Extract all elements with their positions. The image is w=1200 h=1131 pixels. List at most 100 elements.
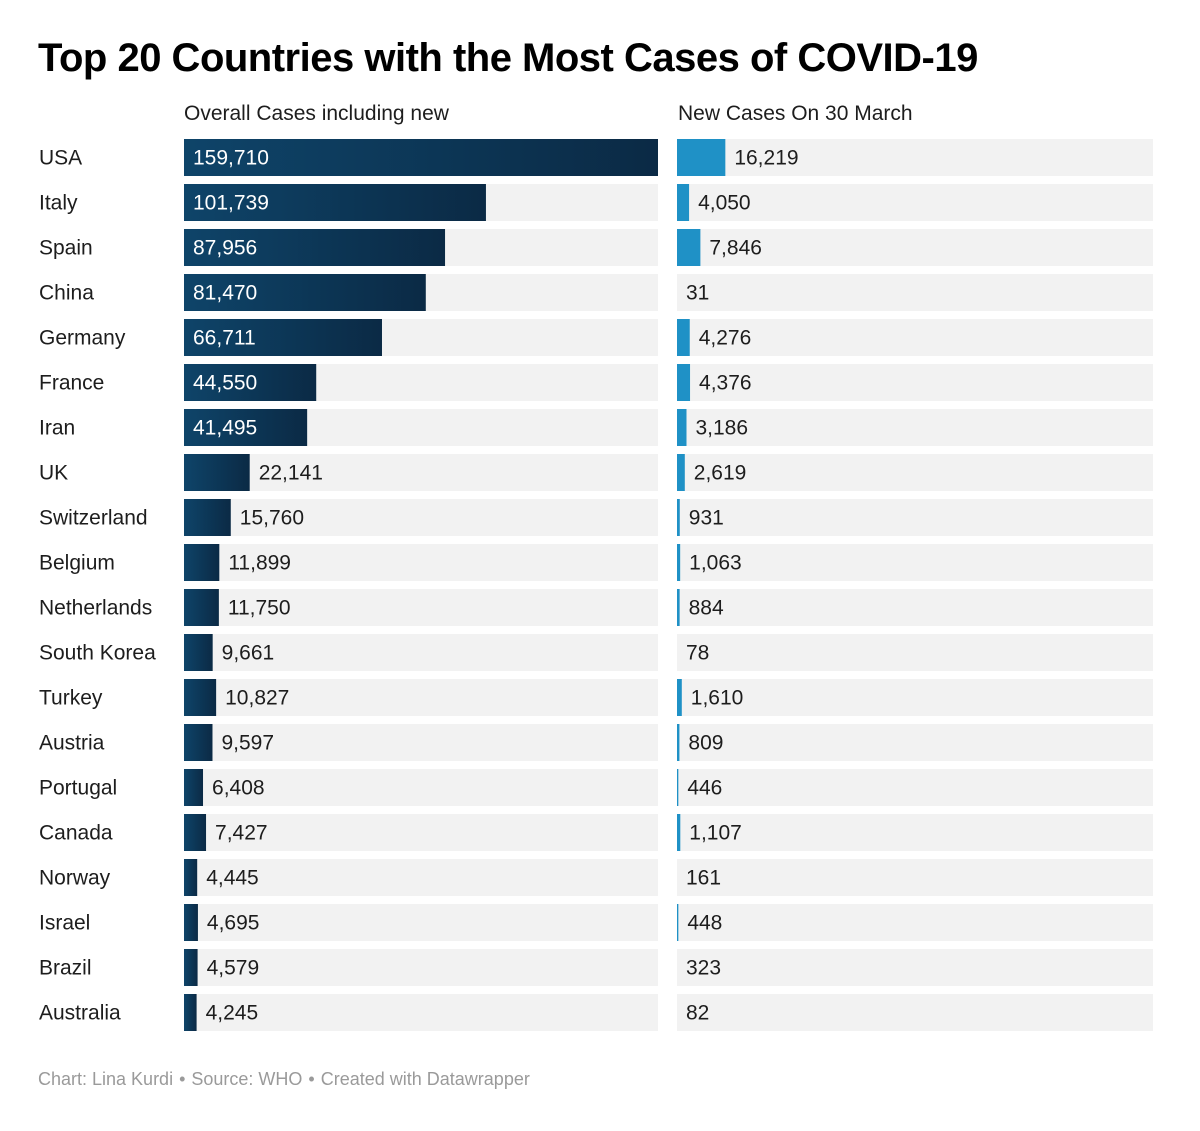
- footer-separator: •: [308, 1069, 315, 1089]
- overall-bar: [184, 859, 198, 896]
- overall-bar: [184, 229, 446, 266]
- country-label: Switzerland: [39, 507, 148, 530]
- overall-bar: [184, 499, 231, 536]
- overall-bar: [184, 409, 308, 446]
- new-bar-track: [677, 229, 1153, 266]
- new-value-label: 4,050: [698, 192, 751, 215]
- new-bar: [677, 409, 687, 446]
- new-bar: [677, 814, 681, 851]
- overall-bar-track: [184, 589, 658, 626]
- new-cases-column-header: New Cases On 30 March: [678, 102, 913, 125]
- new-bar: [677, 229, 701, 266]
- overall-value-label: 9,661: [222, 642, 275, 665]
- overall-value-label: 15,760: [240, 507, 304, 530]
- new-bar-track: [677, 589, 1153, 626]
- overall-value-label: 81,470: [193, 282, 257, 305]
- overall-value-label: 4,445: [206, 867, 259, 890]
- overall-bar: [184, 139, 658, 176]
- new-bar-track: [677, 184, 1153, 221]
- country-label: Netherlands: [39, 597, 152, 620]
- overall-value-label: 9,597: [221, 732, 274, 755]
- new-bar-track: [677, 724, 1153, 761]
- new-bar: [677, 724, 680, 761]
- new-bar: [677, 904, 679, 941]
- new-bar: [677, 139, 726, 176]
- new-bar: [677, 319, 690, 356]
- new-value-label: 161: [686, 867, 721, 890]
- new-bar-track: [677, 904, 1153, 941]
- new-bar-track: [677, 859, 1153, 896]
- country-label: Iran: [39, 417, 75, 440]
- new-bar: [677, 499, 680, 536]
- footer-source: Source: WHO: [191, 1069, 303, 1089]
- overall-value-label: 11,899: [228, 552, 291, 575]
- overall-bar: [184, 364, 317, 401]
- overall-bar-track: [184, 454, 658, 491]
- overall-bar: [184, 814, 207, 851]
- country-label: Australia: [39, 1002, 121, 1025]
- overall-bar: [184, 319, 382, 356]
- new-value-label: 323: [686, 957, 721, 980]
- overall-bar-track: [184, 859, 658, 896]
- overall-value-label: 10,827: [225, 687, 289, 710]
- overall-bar-track: [184, 499, 658, 536]
- country-label: China: [39, 282, 94, 305]
- new-bar-track: [677, 499, 1153, 536]
- overall-bar: [184, 454, 250, 491]
- overall-bar: [184, 904, 198, 941]
- overall-value-label: 22,141: [259, 462, 323, 485]
- new-bar: [677, 364, 691, 401]
- new-value-label: 1,107: [689, 822, 742, 845]
- country-label: Belgium: [39, 552, 115, 575]
- new-bar-track: [677, 814, 1153, 851]
- new-value-label: 3,186: [695, 417, 748, 440]
- overall-value-label: 4,245: [206, 1002, 259, 1025]
- new-value-label: 31: [686, 282, 709, 305]
- new-bar-track: [677, 454, 1153, 491]
- country-label: Canada: [39, 822, 113, 845]
- new-value-label: 4,276: [699, 327, 752, 350]
- overall-bar-track: [184, 769, 658, 806]
- new-bar-track: [677, 634, 1153, 671]
- new-bar: [677, 679, 682, 716]
- new-value-label: 82: [686, 1002, 709, 1025]
- country-label: South Korea: [39, 642, 156, 665]
- country-label: Israel: [39, 912, 90, 935]
- new-value-label: 1,063: [689, 552, 742, 575]
- overall-bar: [184, 769, 204, 806]
- overall-bar-track: [184, 904, 658, 941]
- new-bar-track: [677, 139, 1153, 176]
- overall-value-label: 101,739: [193, 192, 269, 215]
- overall-bar: [184, 724, 213, 761]
- new-bar: [677, 769, 679, 806]
- overall-bar: [184, 634, 213, 671]
- overall-bar-track: [184, 949, 658, 986]
- footer-separator: •: [179, 1069, 186, 1089]
- country-label: Spain: [39, 237, 93, 260]
- country-label: Turkey: [39, 687, 103, 710]
- country-label: Brazil: [39, 957, 92, 980]
- footer-credit: Chart: Lina Kurdi: [38, 1069, 174, 1089]
- new-bar-track: [677, 994, 1153, 1031]
- country-label: Italy: [39, 192, 78, 215]
- overall-cases-column-header: Overall Cases including new: [184, 102, 449, 125]
- overall-bar-track: [184, 679, 658, 716]
- overall-value-label: 4,695: [207, 912, 260, 935]
- new-bar-track: [677, 769, 1153, 806]
- new-bar-track: [677, 364, 1153, 401]
- new-value-label: 884: [689, 597, 724, 620]
- overall-value-label: 44,550: [193, 372, 257, 395]
- new-value-label: 7,846: [709, 237, 762, 260]
- overall-bar: [184, 679, 217, 716]
- new-bar: [677, 589, 680, 626]
- bar-chart: USA 159,710 16,219 Italy 101,739 4,050 Spain 87…: [39, 139, 1153, 1031]
- new-value-label: 2,619: [694, 462, 747, 485]
- new-bar-track: [677, 319, 1153, 356]
- overall-value-label: 41,495: [193, 417, 257, 440]
- new-bar-track: [677, 544, 1153, 581]
- overall-bar: [184, 274, 426, 311]
- overall-bar-track: [184, 814, 658, 851]
- overall-bar: [184, 184, 486, 221]
- new-bar-track: [677, 274, 1153, 311]
- new-bar-track: [677, 409, 1153, 446]
